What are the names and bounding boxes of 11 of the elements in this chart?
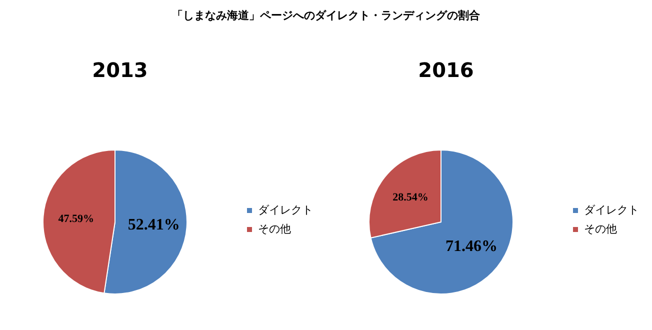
legend-label: ダイレクト	[584, 204, 639, 216]
legend-label: その他	[584, 224, 617, 236]
chart-subtitle: 2016	[418, 58, 474, 82]
legend-label: ダイレクト	[258, 204, 313, 216]
chart-title: 「しまなみ海道」ページへのダイレクト・ランディングの割合	[171, 8, 481, 23]
legend-label: その他	[258, 224, 291, 236]
chart-subtitle: 2013	[92, 58, 148, 82]
data-label: 47.59%	[58, 213, 94, 226]
data-label: 28.54%	[392, 192, 428, 204]
data-label: 52.41%	[128, 216, 180, 234]
data-label: 71.46%	[445, 238, 498, 255]
